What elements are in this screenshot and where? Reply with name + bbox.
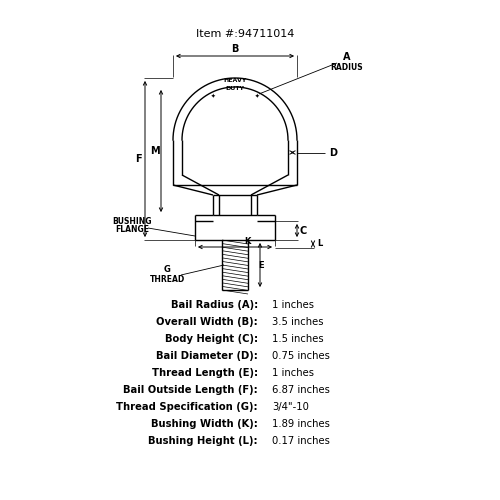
Text: ✦: ✦ (254, 94, 260, 98)
Text: A: A (343, 52, 351, 62)
Text: C: C (300, 226, 306, 235)
Text: 1.5 inches: 1.5 inches (272, 334, 324, 344)
Text: L: L (318, 240, 322, 248)
Text: BUSHING: BUSHING (112, 216, 152, 226)
Text: ✦: ✦ (210, 94, 216, 98)
Text: Thread Length (E):: Thread Length (E): (152, 368, 258, 378)
Text: M: M (150, 146, 160, 156)
Text: DUTY: DUTY (226, 86, 244, 90)
Text: 1 inches: 1 inches (272, 300, 314, 310)
Text: K: K (244, 236, 250, 246)
Text: Bail Outside Length (F):: Bail Outside Length (F): (123, 385, 258, 395)
Text: D: D (329, 148, 337, 158)
Text: G: G (164, 264, 170, 274)
Text: Body Height (C):: Body Height (C): (165, 334, 258, 344)
Text: 3/4"-10: 3/4"-10 (272, 402, 309, 412)
Text: Bail Diameter (D):: Bail Diameter (D): (156, 351, 258, 361)
Text: Bushing Height (L):: Bushing Height (L): (148, 436, 258, 446)
Text: E: E (258, 260, 264, 270)
Text: B: B (232, 44, 238, 54)
Text: Item #:94711014: Item #:94711014 (196, 29, 294, 39)
Text: F: F (134, 154, 141, 164)
Text: 1 inches: 1 inches (272, 368, 314, 378)
Text: 0.17 inches: 0.17 inches (272, 436, 330, 446)
Text: Thread Specification (G):: Thread Specification (G): (116, 402, 258, 412)
Text: 1.89 inches: 1.89 inches (272, 419, 330, 429)
Text: HEAVY: HEAVY (224, 78, 246, 82)
Text: 0.75 inches: 0.75 inches (272, 351, 330, 361)
Text: Bushing Width (K):: Bushing Width (K): (151, 419, 258, 429)
Text: 3.5 inches: 3.5 inches (272, 317, 324, 327)
Text: Overall Width (B):: Overall Width (B): (156, 317, 258, 327)
Text: Bail Radius (A):: Bail Radius (A): (171, 300, 258, 310)
Text: 6.87 inches: 6.87 inches (272, 385, 330, 395)
Text: RADIUS: RADIUS (330, 64, 364, 72)
Text: FLANGE: FLANGE (115, 226, 149, 234)
Text: THREAD: THREAD (150, 274, 184, 283)
